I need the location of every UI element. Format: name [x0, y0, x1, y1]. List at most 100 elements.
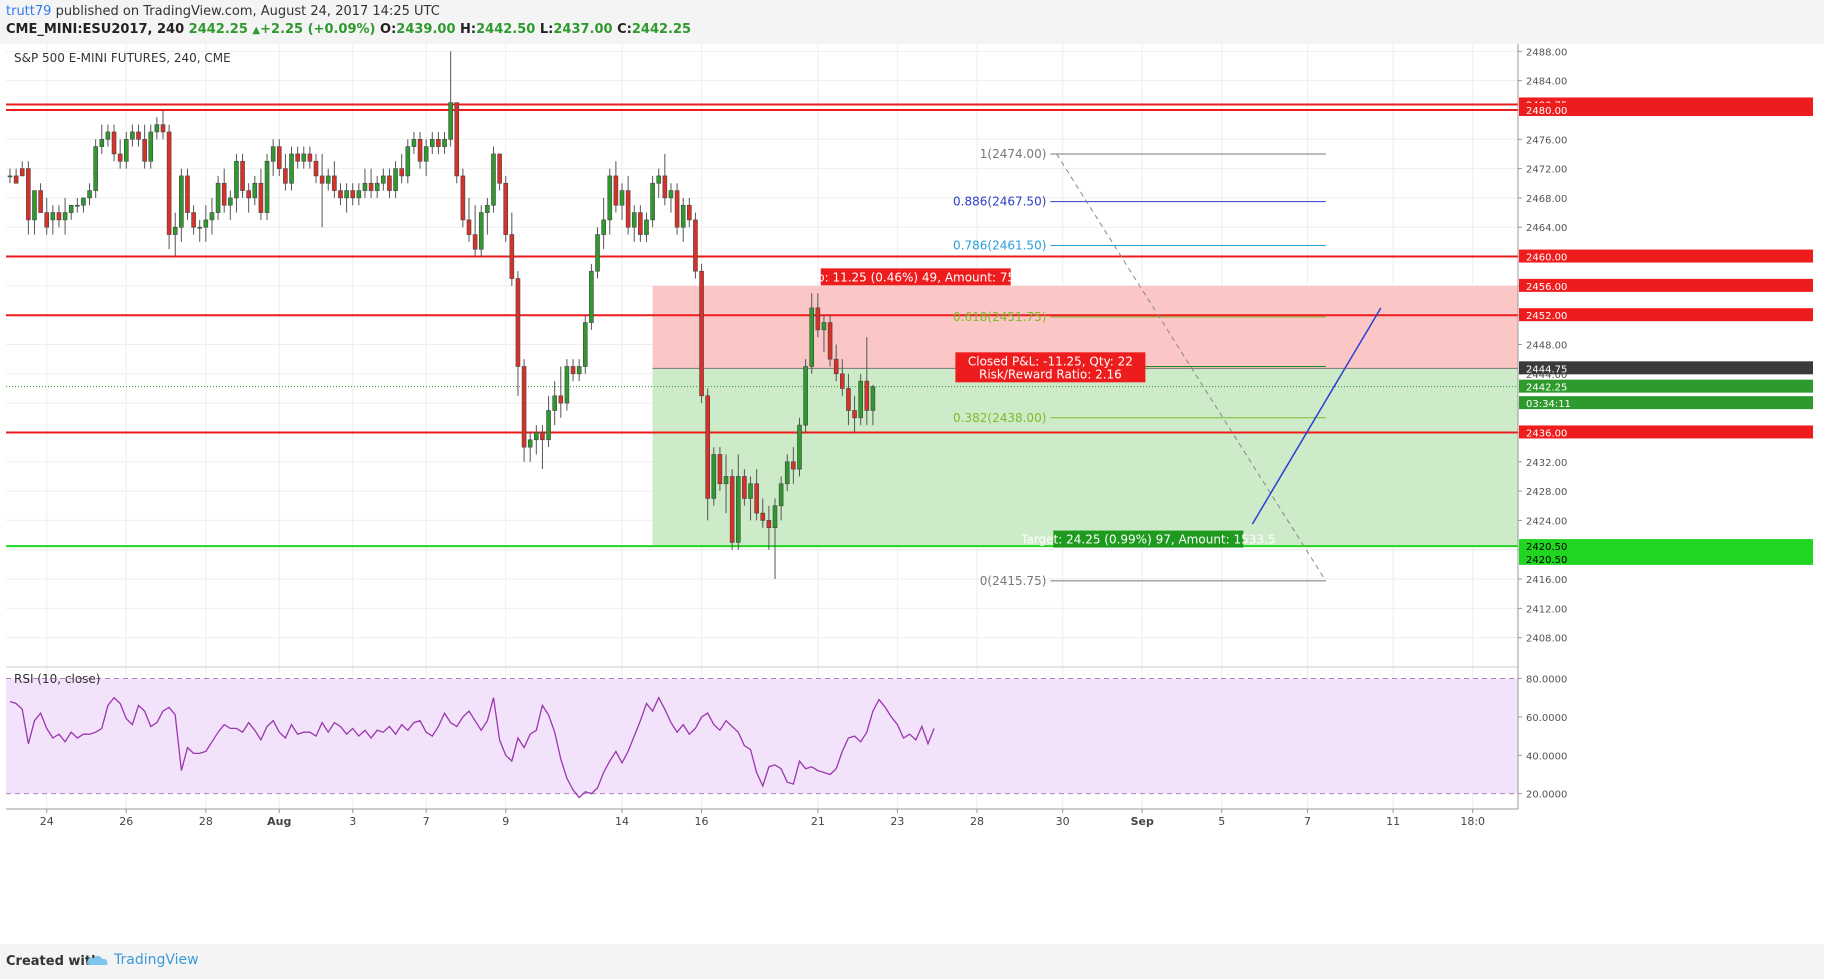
candle-body: [172, 226, 178, 235]
candle-body: [705, 395, 710, 499]
symbol-info: CME_MINI:ESU2017, 240 2442.25 ▲+2.25 (+0…: [6, 22, 691, 37]
candle-body: [570, 366, 576, 375]
symbol-name[interactable]: CME_MINI:ESU2017, 240: [6, 22, 185, 37]
candle-body: [215, 182, 221, 213]
candle-body: [809, 307, 815, 367]
price-tick-label: 2432.00: [1526, 458, 1567, 469]
time-tick-label: 18:0: [1460, 815, 1485, 828]
candle-body: [136, 131, 141, 140]
candle-body: [858, 380, 863, 419]
price-tick-label: 2484.00: [1526, 77, 1567, 88]
rsi-tick-label: 40.0000: [1526, 751, 1567, 762]
candle-body: [423, 146, 429, 162]
candle-body: [619, 190, 625, 206]
price-badge-text: 2442.25: [1526, 383, 1567, 394]
candle-body: [870, 386, 876, 411]
candle-body: [472, 234, 478, 250]
high-label: H:: [460, 22, 477, 37]
candle-body: [521, 366, 527, 448]
level-badge: [1519, 308, 1813, 322]
candle-body: [846, 388, 851, 411]
candle-body: [607, 175, 613, 221]
time-tick-label: 7: [1304, 815, 1311, 828]
candle-body: [399, 168, 404, 177]
candle-body: [729, 476, 735, 543]
candle-body: [687, 204, 692, 221]
candle-body: [466, 219, 472, 235]
level-badge: [1519, 102, 1813, 116]
trend-line: [1251, 307, 1382, 525]
candle-body: [50, 212, 56, 221]
time-tick-label: 23: [890, 815, 904, 828]
time-tick-label: 3: [349, 815, 356, 828]
candle-body: [778, 483, 784, 507]
candle-body: [540, 432, 545, 441]
price-badge: [1519, 278, 1813, 292]
candle-body: [276, 146, 282, 169]
candle-body: [766, 520, 772, 529]
price-tick-label: 2464.00: [1526, 223, 1567, 234]
candle-body: [381, 175, 386, 184]
price-tick-label: 2424.00: [1526, 516, 1567, 527]
stop-label-box: [820, 268, 1011, 286]
candle-body: [240, 160, 245, 191]
candle-body: [589, 270, 594, 323]
candle-body: [742, 476, 747, 499]
candle-body: [791, 461, 796, 470]
candle-body: [191, 212, 196, 228]
candle-body: [75, 204, 80, 207]
candle-body: [411, 138, 417, 147]
time-tick-label: 5: [1218, 815, 1225, 828]
tradingview-brand: TradingView: [114, 952, 199, 968]
candle-body: [44, 212, 50, 228]
candle-body: [821, 322, 827, 331]
candle-body: [325, 175, 331, 184]
candle-body: [582, 322, 588, 367]
fib-level-label: 0.618(2451.75): [953, 310, 1046, 324]
fib-diagonal: [1056, 153, 1327, 582]
publish-text: published on TradingView.com, August 24,…: [55, 4, 440, 19]
candle-body: [393, 168, 398, 191]
candle-body: [105, 131, 111, 140]
candle-body: [81, 197, 86, 206]
candle-body: [87, 190, 92, 199]
time-tick-label: Aug: [267, 815, 291, 828]
chart-area[interactable]: 1(2474.00) 0.886(2467.50) 0.786(2461.50) 0.…: [6, 44, 1818, 944]
price-tick-label: 2408.00: [1526, 634, 1567, 645]
price-chart[interactable]: 1(2474.00) 0.886(2467.50) 0.786(2461.50) 0.…: [6, 44, 1818, 944]
candle-body: [301, 153, 307, 162]
candle-body: [313, 160, 319, 177]
candle-body: [644, 219, 649, 235]
candle-body: [631, 212, 637, 228]
candle-body: [638, 212, 643, 235]
candle-body: [130, 131, 135, 140]
price-tick-label: 2476.00: [1526, 135, 1567, 146]
candle-body: [503, 182, 509, 235]
stop-label: Stop: 11.25 (0.46%) 49, Amount: 752.5: [797, 270, 1034, 284]
time-tick-label: 24: [40, 815, 54, 828]
rsi-tick-label: 60.0000: [1526, 713, 1567, 724]
candle-body: [203, 219, 209, 228]
candle-body: [558, 395, 564, 404]
candle-body: [827, 322, 833, 360]
candle-body: [436, 138, 441, 147]
last-price: 2442.25: [188, 22, 248, 37]
candle-body: [270, 146, 276, 162]
tradingview-link[interactable]: TradingView: [86, 952, 199, 968]
price-badge: [1519, 551, 1813, 565]
chart-header: trutt79 published on TradingView.com, Au…: [0, 0, 1824, 44]
candle-body: [221, 182, 227, 206]
time-tick-label: 7: [423, 815, 430, 828]
fib-level-label: 0.886(2467.50): [953, 195, 1046, 209]
publish-info: trutt79 published on TradingView.com, Au…: [6, 4, 440, 19]
candle-body: [613, 175, 619, 206]
candle-body: [662, 175, 668, 199]
candle-body: [815, 307, 821, 331]
candle-body: [332, 175, 337, 191]
candle-body: [497, 153, 502, 184]
candle-body: [735, 476, 741, 543]
candle-body: [491, 153, 496, 206]
time-tick-label: 28: [199, 815, 213, 828]
author-link[interactable]: trutt79: [6, 4, 52, 19]
candle-body: [509, 234, 515, 279]
